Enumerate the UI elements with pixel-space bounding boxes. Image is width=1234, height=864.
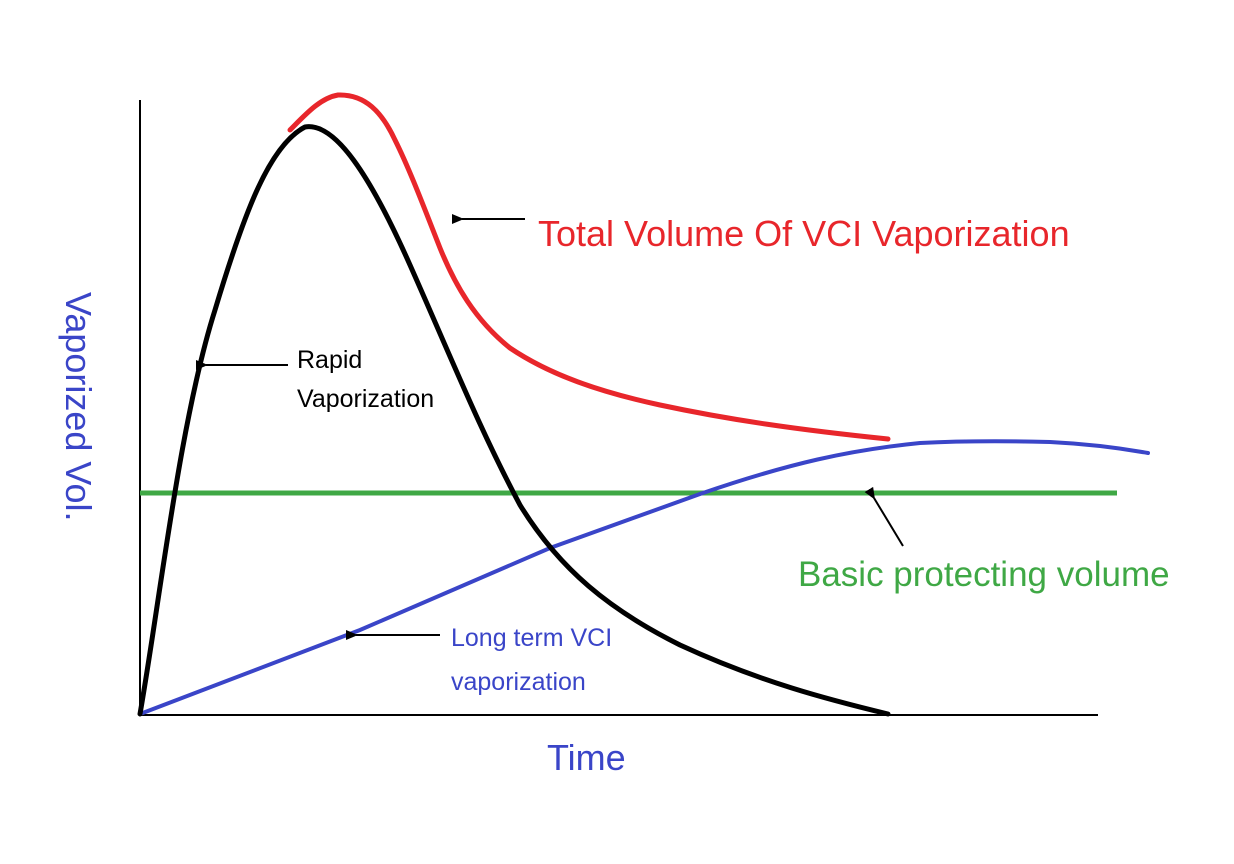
x-axis-title: Time: [547, 737, 626, 778]
long-term-label-line2: vaporization: [451, 668, 586, 696]
long-term-label-line1: Long term VCI: [451, 624, 612, 652]
basic-label-arrow: [864, 486, 904, 547]
total-label: Total Volume Of VCI Vaporization: [538, 213, 1070, 254]
long-term-vaporization-curve: [138, 439, 1150, 716]
basic-label: Basic protecting volume: [798, 555, 1170, 594]
rapid-vaporization-curve: [137, 124, 891, 717]
rapid-label-line2: Vaporization: [297, 385, 434, 413]
total-vaporization-curve: [287, 92, 891, 442]
y-axis-title: Vaporized Vol.: [58, 292, 99, 521]
rapid-label-line1: Rapid: [297, 346, 362, 374]
